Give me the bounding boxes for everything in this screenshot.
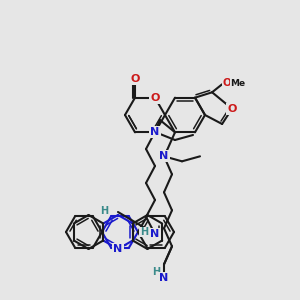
Text: H: H [140, 227, 148, 237]
Text: N: N [159, 151, 169, 161]
Text: N: N [150, 127, 160, 137]
Text: Me: Me [230, 79, 246, 88]
Text: H: H [100, 206, 108, 216]
Text: N: N [150, 229, 160, 239]
Text: N: N [113, 244, 123, 254]
Text: O: O [227, 104, 237, 114]
Text: N: N [159, 273, 169, 283]
Text: H: H [152, 267, 160, 277]
Text: O: O [130, 74, 140, 84]
Text: O: O [150, 93, 160, 103]
Text: O: O [223, 78, 232, 88]
